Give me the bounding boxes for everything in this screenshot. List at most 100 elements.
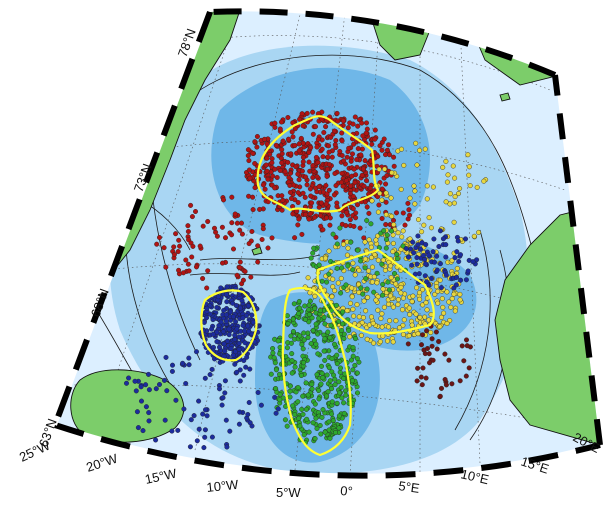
- observation-point: [296, 415, 302, 421]
- observation-point: [458, 277, 464, 283]
- observation-point: [414, 285, 420, 291]
- observation-point: [443, 242, 449, 248]
- observation-point: [332, 142, 338, 148]
- observation-point: [386, 142, 392, 148]
- observation-point: [314, 174, 320, 180]
- observation-point: [192, 208, 198, 214]
- observation-point: [330, 418, 336, 424]
- observation-point: [350, 151, 356, 157]
- observation-point: [387, 318, 393, 324]
- observation-point: [323, 201, 329, 207]
- observation-point: [451, 291, 457, 297]
- observation-point: [334, 265, 340, 271]
- observation-point: [434, 253, 440, 259]
- observation-point: [384, 236, 390, 242]
- observation-point: [394, 210, 400, 216]
- observation-point: [356, 322, 362, 328]
- observation-point: [343, 223, 349, 229]
- observation-point: [279, 119, 285, 125]
- observation-point: [295, 171, 301, 177]
- observation-point: [236, 340, 242, 346]
- observation-point: [332, 170, 338, 176]
- observation-point: [300, 190, 306, 196]
- observation-point: [334, 241, 340, 247]
- observation-point: [386, 287, 392, 293]
- observation-point: [299, 168, 305, 174]
- observation-point: [379, 197, 385, 203]
- observation-point: [308, 341, 314, 347]
- observation-point: [354, 356, 360, 362]
- observation-point: [453, 282, 459, 288]
- observation-point: [318, 200, 324, 206]
- observation-point: [377, 339, 383, 345]
- observation-point: [363, 276, 369, 282]
- observation-point: [334, 400, 340, 406]
- observation-point: [432, 291, 438, 297]
- observation-point: [279, 160, 285, 166]
- observation-point: [350, 206, 356, 212]
- lon-label-0: 0°: [340, 483, 353, 499]
- observation-point: [371, 289, 377, 295]
- observation-point: [415, 365, 421, 371]
- observation-point: [265, 176, 271, 182]
- observation-point: [444, 289, 450, 295]
- observation-point: [234, 220, 240, 226]
- observation-point: [395, 230, 401, 236]
- observation-point: [420, 332, 426, 338]
- observation-point: [240, 322, 246, 328]
- observation-point: [394, 251, 400, 257]
- observation-point: [260, 182, 266, 188]
- observation-point: [237, 305, 243, 311]
- observation-point: [466, 365, 472, 371]
- observation-point: [366, 210, 372, 216]
- observation-point: [224, 299, 230, 305]
- observation-point: [286, 136, 292, 142]
- observation-point: [426, 282, 432, 288]
- outline-greenland-basin: [256, 115, 380, 213]
- observation-point: [318, 223, 324, 229]
- observation-point: [305, 392, 311, 398]
- observation-point: [248, 274, 254, 280]
- observation-point: [237, 227, 243, 233]
- observation-point: [180, 360, 186, 366]
- observation-point: [379, 186, 385, 192]
- observation-point: [375, 257, 381, 263]
- observation-point: [324, 215, 330, 221]
- observation-point: [272, 120, 278, 126]
- observation-point: [392, 271, 398, 277]
- observation-point: [234, 272, 240, 278]
- bear-island: [499, 92, 511, 102]
- observation-point: [300, 159, 306, 165]
- observation-point: [277, 351, 283, 357]
- observation-point: [250, 194, 256, 200]
- observation-point: [337, 369, 343, 375]
- observation-point: [277, 392, 283, 398]
- observation-point: [369, 141, 375, 147]
- observation-point: [156, 382, 162, 388]
- observation-point: [425, 346, 431, 352]
- observation-point: [328, 322, 334, 328]
- observation-point: [286, 175, 292, 181]
- observation-point: [433, 329, 439, 335]
- observation-point: [402, 222, 408, 228]
- observation-point: [443, 158, 449, 164]
- observation-point: [316, 315, 322, 321]
- observation-point: [337, 225, 343, 231]
- observation-point: [409, 262, 415, 268]
- observation-point: [358, 258, 364, 264]
- observation-point: [320, 154, 326, 160]
- observation-point: [237, 378, 243, 384]
- observation-point: [316, 184, 322, 190]
- observation-point: [245, 412, 251, 418]
- observation-point: [334, 302, 340, 308]
- observation-point: [227, 428, 233, 434]
- observation-point: [436, 339, 442, 345]
- observation-point: [329, 294, 335, 300]
- observation-point: [204, 413, 210, 419]
- observation-point: [223, 417, 229, 423]
- observation-point: [406, 333, 412, 339]
- observation-point: [271, 355, 277, 361]
- observation-point: [419, 382, 425, 388]
- observation-point: [362, 265, 368, 271]
- observation-point: [381, 136, 387, 142]
